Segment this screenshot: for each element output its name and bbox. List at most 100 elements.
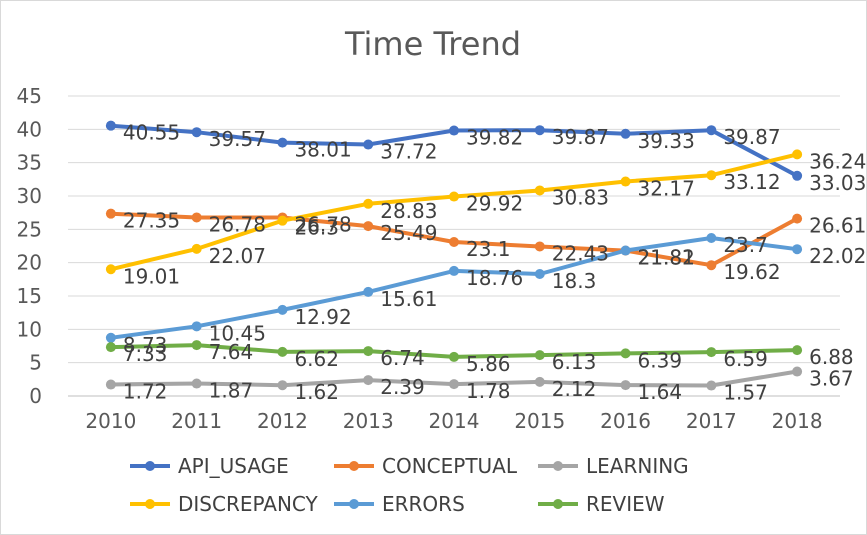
data-point-discrepancy bbox=[792, 149, 803, 160]
data-label-errors: 21.82 bbox=[638, 246, 695, 270]
legend-label-api-usage: API_USAGE bbox=[178, 454, 289, 478]
data-label-errors: 22.02 bbox=[809, 244, 866, 268]
data-point-errors bbox=[534, 269, 545, 279]
data-point-errors bbox=[277, 304, 288, 315]
data-point-review bbox=[792, 345, 803, 356]
data-point-discrepancy bbox=[449, 191, 459, 202]
data-point-review bbox=[706, 347, 717, 358]
data-label-api-usage: 38.01 bbox=[294, 138, 351, 162]
data-label-api-usage: 33.03 bbox=[809, 171, 866, 195]
legend-item-errors: ERRORS bbox=[334, 492, 465, 516]
legend-marker-learning bbox=[553, 461, 563, 471]
legend-label-learning: LEARNING bbox=[586, 454, 689, 478]
data-label-learning: 2.39 bbox=[380, 375, 425, 399]
data-label-api-usage: 39.57 bbox=[209, 127, 266, 151]
legend-label-discrepancy: DISCREPANCY bbox=[178, 492, 319, 516]
data-point-discrepancy bbox=[363, 198, 374, 209]
y-tick-label: 30 bbox=[17, 184, 42, 208]
data-label-review: 6.39 bbox=[638, 348, 683, 372]
data-label-review: 5.86 bbox=[466, 352, 511, 376]
data-point-conceptual bbox=[792, 213, 803, 224]
data-label-conceptual: 23.1 bbox=[466, 237, 511, 261]
data-point-discrepancy bbox=[277, 215, 288, 226]
y-tick-label: 20 bbox=[17, 251, 42, 275]
data-point-errors bbox=[620, 245, 631, 256]
x-tick-label: 2012 bbox=[257, 409, 308, 433]
data-point-api-usage bbox=[534, 125, 545, 136]
data-point-learning bbox=[363, 375, 374, 386]
data-point-review bbox=[534, 350, 545, 361]
series-discrepancy bbox=[105, 149, 803, 275]
data-label-conceptual: 27.35 bbox=[123, 209, 180, 233]
data-point-conceptual bbox=[534, 241, 545, 252]
data-label-errors: 18.76 bbox=[466, 266, 523, 290]
data-label-conceptual: 26.61 bbox=[809, 214, 866, 238]
data-label-errors: 8.73 bbox=[123, 333, 168, 357]
series-layer bbox=[105, 120, 803, 391]
data-label-learning: 1.64 bbox=[638, 380, 683, 404]
series-errors bbox=[105, 233, 803, 343]
data-label-learning: 1.78 bbox=[466, 379, 511, 403]
data-label-conceptual: 19.62 bbox=[723, 260, 780, 284]
data-label-review: 6.88 bbox=[809, 345, 854, 369]
y-tick-label: 0 bbox=[29, 384, 42, 408]
data-point-api-usage bbox=[449, 125, 459, 136]
data-label-api-usage: 39.82 bbox=[466, 126, 523, 150]
legend-item-api-usage: API_USAGE bbox=[130, 454, 289, 478]
data-label-conceptual: 21.81 bbox=[638, 246, 695, 270]
data-point-learning bbox=[792, 366, 803, 377]
data-label-api-usage: 39.33 bbox=[638, 129, 695, 153]
data-label-errors: 12.92 bbox=[294, 305, 351, 329]
data-point-api-usage bbox=[105, 120, 116, 131]
legend-label-review: REVIEW bbox=[586, 492, 665, 516]
data-point-learning bbox=[277, 380, 288, 391]
series-api-usage bbox=[105, 120, 803, 181]
data-label-learning: 3.67 bbox=[809, 367, 854, 391]
legend-item-conceptual: CONCEPTUAL bbox=[334, 454, 518, 478]
data-point-discrepancy bbox=[105, 264, 116, 275]
data-point-api-usage bbox=[706, 125, 717, 136]
data-label-api-usage: 37.72 bbox=[380, 140, 437, 164]
data-point-discrepancy bbox=[191, 243, 202, 254]
data-label-review: 6.74 bbox=[380, 346, 425, 370]
y-tick-label: 35 bbox=[17, 151, 42, 175]
data-point-errors bbox=[449, 265, 459, 276]
data-point-learning bbox=[449, 379, 459, 390]
data-label-conceptual: 25.49 bbox=[380, 221, 437, 245]
data-point-api-usage bbox=[191, 127, 202, 138]
data-label-conceptual: 22.43 bbox=[552, 241, 609, 265]
x-tick-label: 2018 bbox=[772, 409, 823, 433]
series-conceptual bbox=[105, 208, 803, 271]
data-point-api-usage bbox=[277, 137, 288, 148]
legend-label-errors: ERRORS bbox=[382, 492, 465, 516]
y-tick-label: 40 bbox=[17, 117, 42, 141]
data-label-errors: 18.3 bbox=[552, 269, 597, 293]
data-point-api-usage bbox=[792, 170, 803, 181]
data-label-review: 6.59 bbox=[723, 347, 768, 371]
data-point-errors bbox=[792, 244, 803, 255]
data-label-errors: 23.7 bbox=[723, 233, 768, 257]
data-point-review bbox=[363, 346, 374, 357]
data-point-learning bbox=[620, 380, 631, 391]
series-review bbox=[105, 340, 803, 362]
legend-item-discrepancy: DISCREPANCY bbox=[130, 492, 319, 516]
data-label-discrepancy: 19.01 bbox=[123, 264, 180, 288]
y-tick-label: 15 bbox=[17, 284, 42, 308]
legend-marker-api-usage bbox=[145, 461, 155, 471]
data-label-discrepancy: 29.92 bbox=[466, 192, 523, 216]
data-label-review: 7.64 bbox=[209, 340, 254, 364]
series-learning bbox=[105, 366, 803, 391]
x-tick-label: 2015 bbox=[514, 409, 565, 433]
x-tick-label: 2016 bbox=[600, 409, 651, 433]
data-point-conceptual bbox=[191, 212, 202, 223]
y-tick-label: 5 bbox=[29, 351, 42, 375]
data-label-api-usage: 39.87 bbox=[723, 125, 780, 149]
data-label-discrepancy: 28.83 bbox=[380, 199, 437, 223]
data-label-discrepancy: 36.24 bbox=[809, 149, 866, 173]
legend-item-review: REVIEW bbox=[538, 492, 665, 516]
data-point-review bbox=[449, 351, 459, 362]
data-label-discrepancy: 26.3 bbox=[294, 216, 339, 240]
data-label-learning: 1.72 bbox=[123, 380, 168, 404]
x-tick-label: 2014 bbox=[429, 409, 480, 433]
